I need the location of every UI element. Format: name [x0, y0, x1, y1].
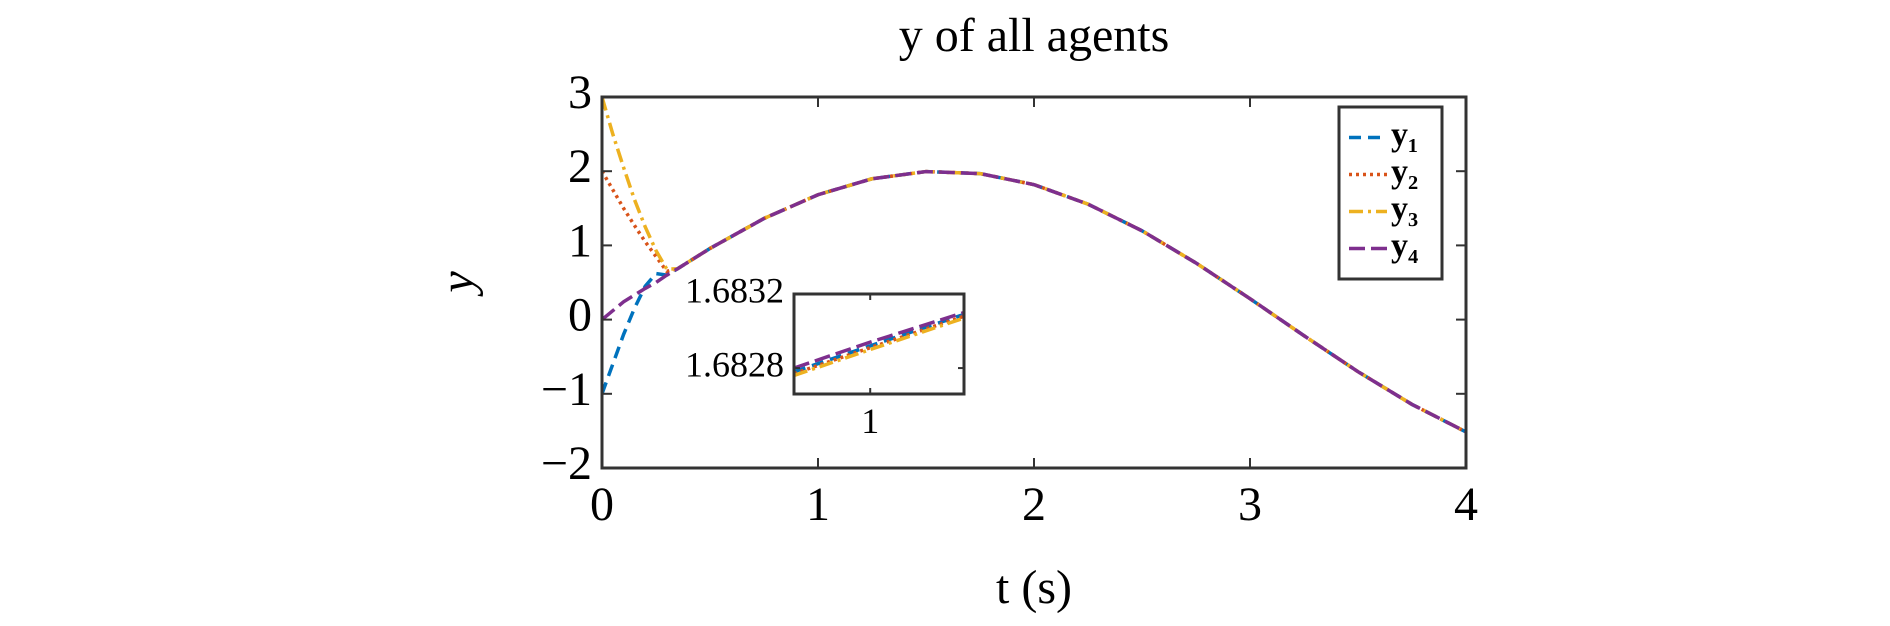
plot-background	[602, 97, 1466, 468]
y-tick-label: 0	[568, 289, 592, 342]
series-line	[602, 169, 1466, 434]
y-tick-label: 3	[568, 66, 592, 119]
y-tick-label: −1	[541, 363, 592, 416]
x-tick-label: 1	[861, 401, 879, 441]
y-tick-label: 1.6828	[685, 344, 784, 384]
y-axis-label: y	[431, 271, 484, 298]
series-line	[794, 312, 964, 374]
legend-label: y₃	[1391, 190, 1418, 227]
plot-frame	[792, 292, 966, 396]
plot-frame	[600, 95, 1468, 470]
x-tick-label: 3	[1238, 478, 1262, 531]
chart-title: y of all agents	[899, 9, 1170, 62]
x-tick-label: 2	[1022, 478, 1046, 531]
x-tick-label: 0	[590, 478, 614, 531]
y-tick-label: 1.6832	[685, 270, 784, 310]
series-line	[794, 310, 964, 370]
y-tick-label: 2	[568, 140, 592, 193]
x-tick-label: 4	[1454, 478, 1478, 531]
y-tick-label: −2	[541, 437, 592, 490]
series-line	[794, 316, 964, 378]
legend-label: y₄	[1391, 227, 1418, 264]
x-tick-label: 1	[806, 478, 830, 531]
legend-label: y₁	[1391, 116, 1418, 153]
y-tick-label: 1	[568, 214, 592, 267]
legend-box	[1337, 105, 1444, 281]
legend-label: y₂	[1391, 153, 1418, 190]
plot-background	[794, 294, 964, 394]
x-axis-label: t (s)	[996, 561, 1072, 614]
